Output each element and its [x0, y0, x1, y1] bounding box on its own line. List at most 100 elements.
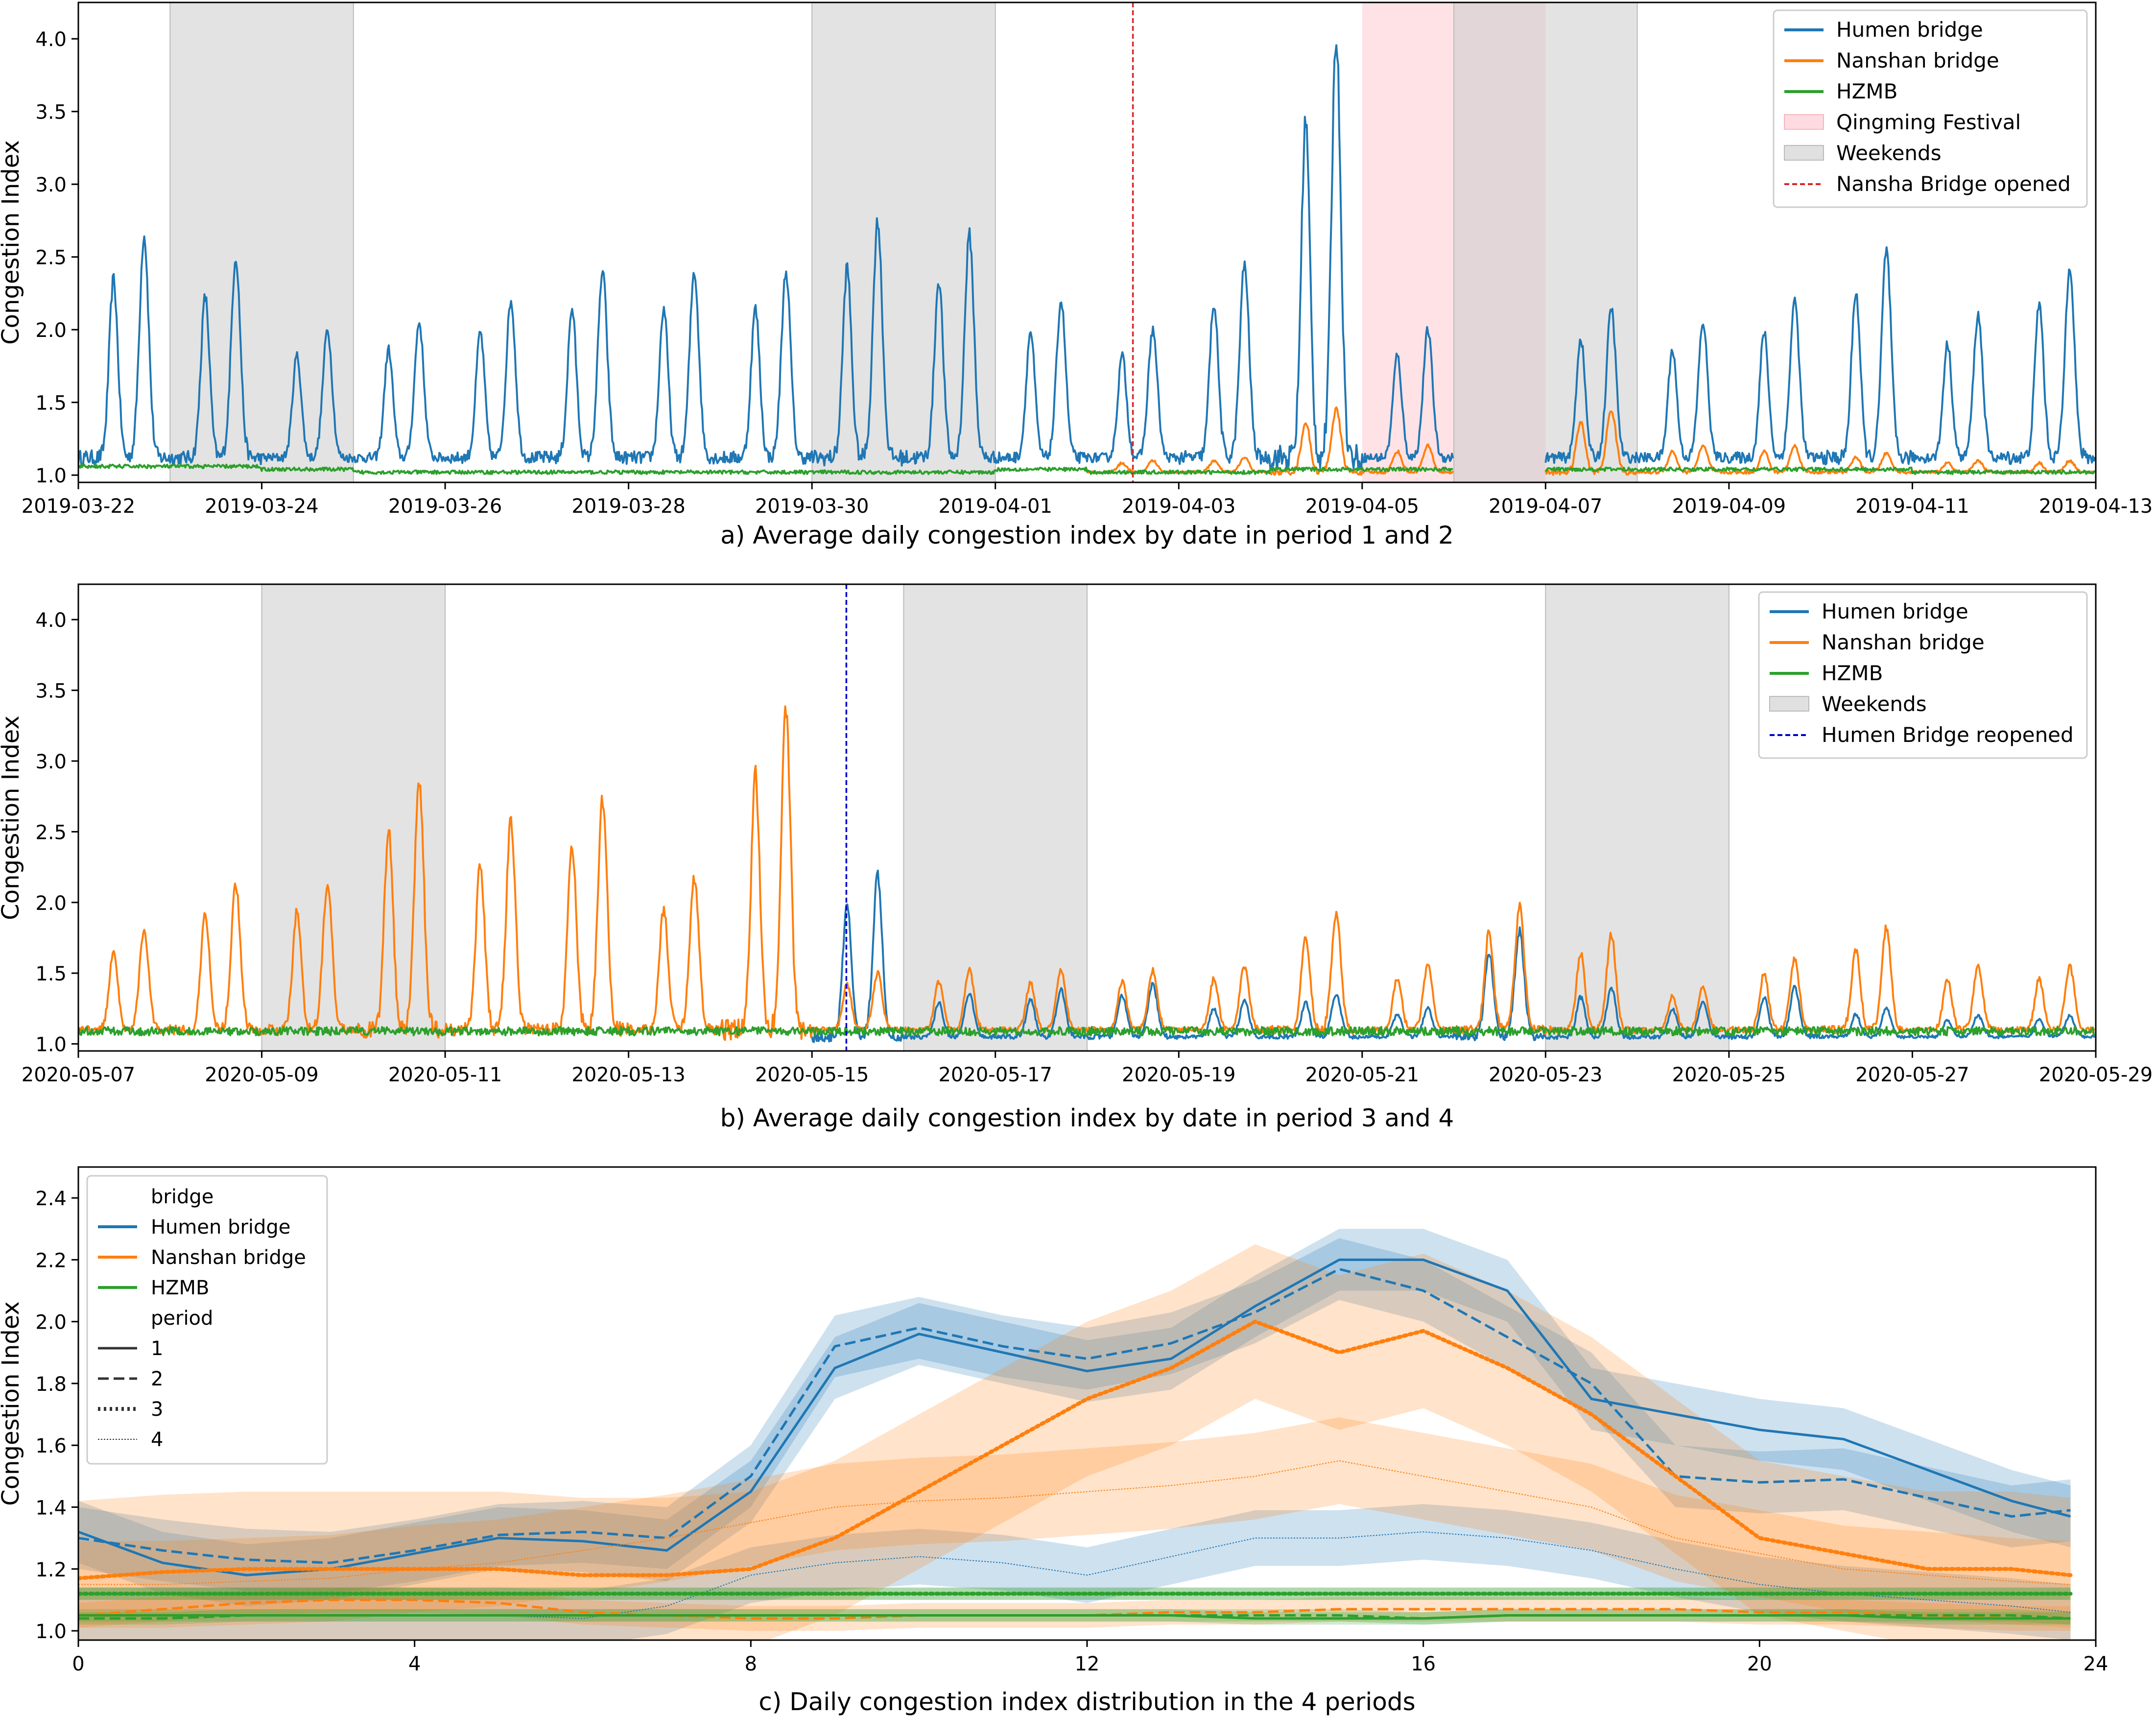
x-tick-label: 2020-05-13 [571, 1064, 685, 1086]
panel-b: 1.0 1.5 2.0 2.5 3.0 3.5 4.0 2020-05-07 2020-05-0… [0, 583, 2153, 1132]
ci-band [78, 1238, 2071, 1594]
x-tick-label: 2019-04-07 [1489, 495, 1602, 518]
ci-band [78, 1229, 2071, 1606]
x-tick-label: 2020-05-07 [22, 1064, 135, 1086]
panel-a: 1.0 1.5 2.0 2.5 3.0 3.5 4.0 2019-03-22 2019-03-2… [0, 1, 2153, 549]
panel-a-ylabel: Congestion Index [0, 140, 24, 345]
ci-band [78, 1587, 2071, 1631]
legend-label: HZMB [1836, 79, 1897, 103]
hzmb-line [78, 463, 2096, 475]
x-tick-label: 2019-04-01 [938, 495, 1052, 518]
panel-c-title: c) Daily congestion index distribution i… [758, 1688, 1415, 1716]
legend-swatch-weekends [1784, 145, 1824, 161]
legend-label: Humen bridge [1822, 599, 1968, 623]
legend-label: HZMB [151, 1277, 209, 1299]
panel-b-plot [78, 584, 2096, 1051]
legend-label: Humen Bridge reopened [1822, 723, 2074, 747]
x-tick-label: 2019-04-13 [2039, 495, 2153, 518]
panel-a-frame [77, 1, 2097, 483]
legend-label: Qingming Festival [1836, 110, 2021, 134]
x-tick-label: 2019-03-28 [571, 495, 685, 518]
x-tick-label: 2019-04-03 [1122, 495, 1235, 518]
legend-label: Nanshan bridge [151, 1246, 306, 1269]
x-tick-label: 16 [1411, 1653, 1436, 1675]
panel-c-plot [78, 1229, 2073, 1640]
y-tick-label: 1.6 [35, 1435, 67, 1457]
x-tick-label: 2019-04-05 [1305, 495, 1419, 518]
nanshan-line [78, 705, 2095, 1041]
legend-label: 2 [151, 1368, 163, 1390]
series-line [78, 1460, 2071, 1585]
y-tick-label: 2.2 [35, 1249, 67, 1272]
x-tick-label: 2019-03-22 [22, 495, 135, 518]
weekend-span [1545, 584, 1730, 1051]
x-tick-label: 2020-05-27 [1855, 1064, 1969, 1086]
hzmb-line [78, 1025, 2096, 1037]
x-tick-label: 2020-05-15 [755, 1064, 869, 1086]
legend-label: Nanshan bridge [1822, 630, 1985, 654]
x-tick-label: 2019-03-30 [755, 495, 869, 518]
x-tick-label: 2019-04-11 [1855, 495, 1969, 518]
x-tick-label: 2020-05-29 [2039, 1064, 2153, 1086]
y-tick-label: 1.5 [35, 963, 67, 985]
x-tick-label: 2019-03-26 [388, 495, 502, 518]
legend-label: 3 [151, 1398, 163, 1421]
legend-box [86, 1175, 328, 1465]
x-tick-label: 24 [2084, 1653, 2109, 1675]
ci-band [78, 1504, 2071, 1640]
x-tick-label: 0 [72, 1653, 84, 1675]
panel-a-title: a) Average daily congestion index by dat… [720, 521, 1454, 549]
panel-b-title: b) Average daily congestion index by dat… [720, 1104, 1454, 1132]
legend-title-bridge: bridge [151, 1186, 213, 1208]
ci-band [78, 1609, 2071, 1625]
panel-a-plot [78, 2, 2096, 482]
panel-c-ylabel: Congestion Index [0, 1301, 24, 1506]
line-layer [78, 1258, 2073, 1620]
weekend-span [903, 584, 1088, 1051]
y-tick-label: 2.0 [35, 319, 67, 342]
x-tick-label: 2020-05-23 [1489, 1064, 1602, 1086]
legend-label: 1 [151, 1337, 163, 1360]
x-tick-label: 2020-05-21 [1305, 1064, 1419, 1086]
legend-label: Humen bridge [1836, 18, 1983, 42]
x-tick-label: 2020-05-17 [938, 1064, 1052, 1086]
y-tick-label: 3.5 [35, 680, 67, 703]
y-tick-label: 1.5 [35, 392, 67, 415]
legend-label: 4 [151, 1429, 163, 1451]
y-tick-label: 1.0 [35, 1034, 67, 1056]
series-line [78, 1614, 2071, 1620]
x-tick-label: 2019-04-09 [1672, 495, 1786, 518]
legend-label: Weekends [1822, 692, 1927, 716]
legend-label: HZMB [1822, 661, 1883, 685]
y-tick-label: 3.5 [35, 101, 67, 124]
y-tick-label: 4.0 [35, 609, 67, 632]
x-tick-label: 4 [408, 1653, 421, 1675]
humen-line [78, 44, 2096, 472]
y-tick-label: 3.0 [35, 174, 67, 196]
y-tick-label: 1.0 [35, 1621, 67, 1643]
y-tick-label: 2.5 [35, 821, 67, 844]
x-tick-label: 8 [745, 1653, 757, 1675]
legend-swatch-qingming [1784, 114, 1824, 130]
panel-b-ylabel: Congestion Index [0, 715, 24, 920]
panel-b-frame [77, 583, 2097, 1052]
weekend-span [1453, 2, 1638, 483]
y-tick-label: 2.5 [35, 247, 67, 269]
y-tick-label: 4.0 [35, 28, 67, 51]
weekend-span [811, 2, 996, 483]
y-tick-label: 1.8 [35, 1373, 67, 1396]
series-line [78, 1267, 2071, 1564]
humen-line [811, 869, 2096, 1043]
panel-c: 1.01.21.41.61.82.02.22.40 4 8 12 16 20 24 Cong… [0, 1166, 2109, 1716]
weekend-span [169, 2, 354, 483]
y-tick-label: 2.0 [35, 892, 67, 915]
y-tick-label: 3.0 [35, 751, 67, 773]
ci-band [78, 1609, 2071, 1625]
legend-label: Weekends [1836, 141, 1942, 165]
series-line [78, 1319, 2073, 1580]
x-tick-label: 2020-05-25 [1672, 1064, 1786, 1086]
y-tick-label: 2.4 [35, 1188, 67, 1210]
x-tick-label: 2020-05-11 [388, 1064, 502, 1086]
legend-box [1758, 591, 2088, 759]
